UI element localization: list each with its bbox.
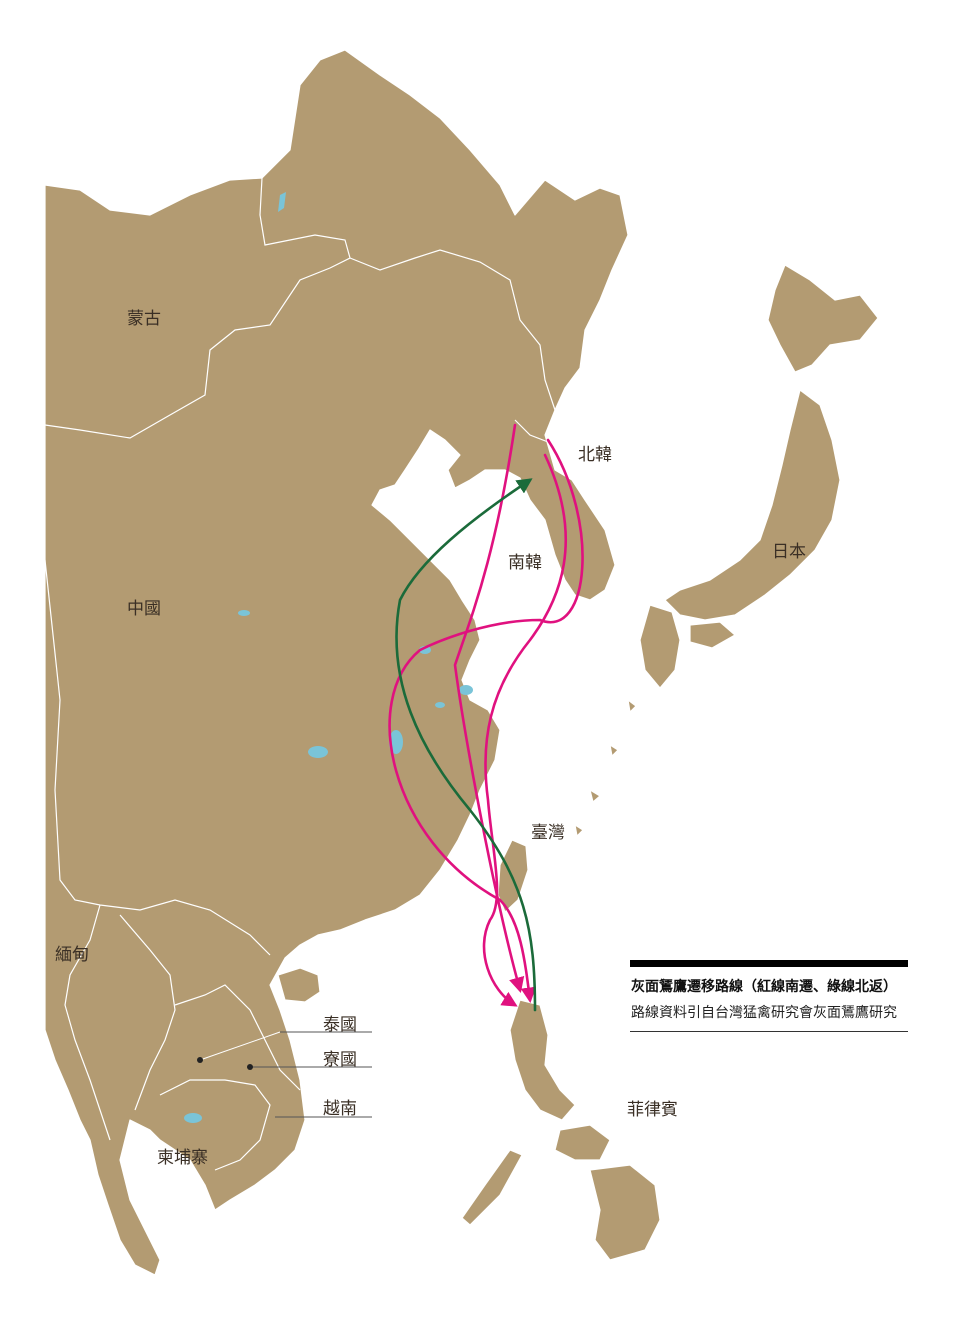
ryukyu-islands xyxy=(574,699,637,837)
legend-title: 灰面鵟鷹遷移路線（紅線南遷、綠線北返） xyxy=(631,979,897,995)
label-japan: 日本 xyxy=(772,542,806,562)
lake-baikal xyxy=(278,192,286,212)
label-laos: 寮國 xyxy=(323,1050,357,1070)
palawan xyxy=(461,1149,523,1226)
russia-china-border xyxy=(349,249,556,411)
legend-rule xyxy=(630,1031,908,1032)
visayas xyxy=(554,1124,611,1161)
hainan-island xyxy=(277,967,321,1003)
label-vietnam: 越南 xyxy=(323,1099,357,1119)
laos-border xyxy=(174,984,301,1091)
mongolia-border xyxy=(44,177,351,439)
label-north-korea: 北韓 xyxy=(578,445,612,465)
marker-thailand xyxy=(197,1057,203,1063)
lake-chao xyxy=(435,702,445,708)
taiwan-island xyxy=(497,839,529,913)
marker-laos xyxy=(247,1064,253,1070)
honshu xyxy=(664,389,841,621)
route-north xyxy=(395,478,537,1012)
mainland-asia xyxy=(44,49,629,1276)
label-south-korea: 南韓 xyxy=(508,553,542,573)
label-china: 中國 xyxy=(127,599,161,619)
legend-source: 路線資料引自台灣猛禽研究會灰面鵟鷹研究 xyxy=(631,1005,897,1021)
luzon xyxy=(509,999,576,1121)
route-south-3 xyxy=(482,453,567,1007)
label-taiwan: 臺灣 xyxy=(531,823,565,843)
lake-tai xyxy=(459,685,473,695)
cambodia-border xyxy=(159,1079,271,1171)
label-thailand: 泰國 xyxy=(323,1015,357,1035)
mindanao xyxy=(589,1164,661,1261)
lake-dongting xyxy=(308,746,328,758)
label-mongolia: 蒙古 xyxy=(127,309,161,329)
label-myanmar: 緬甸 xyxy=(55,945,89,965)
lake-qinghai xyxy=(238,610,250,616)
kyushu xyxy=(639,604,681,689)
tonle-sap xyxy=(184,1113,202,1123)
label-cambodia: 柬埔寨 xyxy=(157,1148,208,1168)
label-philippines: 菲律賓 xyxy=(627,1100,678,1120)
myanmar-border xyxy=(64,904,111,1141)
shikoku xyxy=(689,621,736,649)
thailand-border xyxy=(119,914,176,1111)
hokkaido xyxy=(767,264,879,373)
leader-thailand xyxy=(199,1031,281,1061)
legend-bar xyxy=(630,960,908,967)
route-south-2 xyxy=(388,438,584,1004)
